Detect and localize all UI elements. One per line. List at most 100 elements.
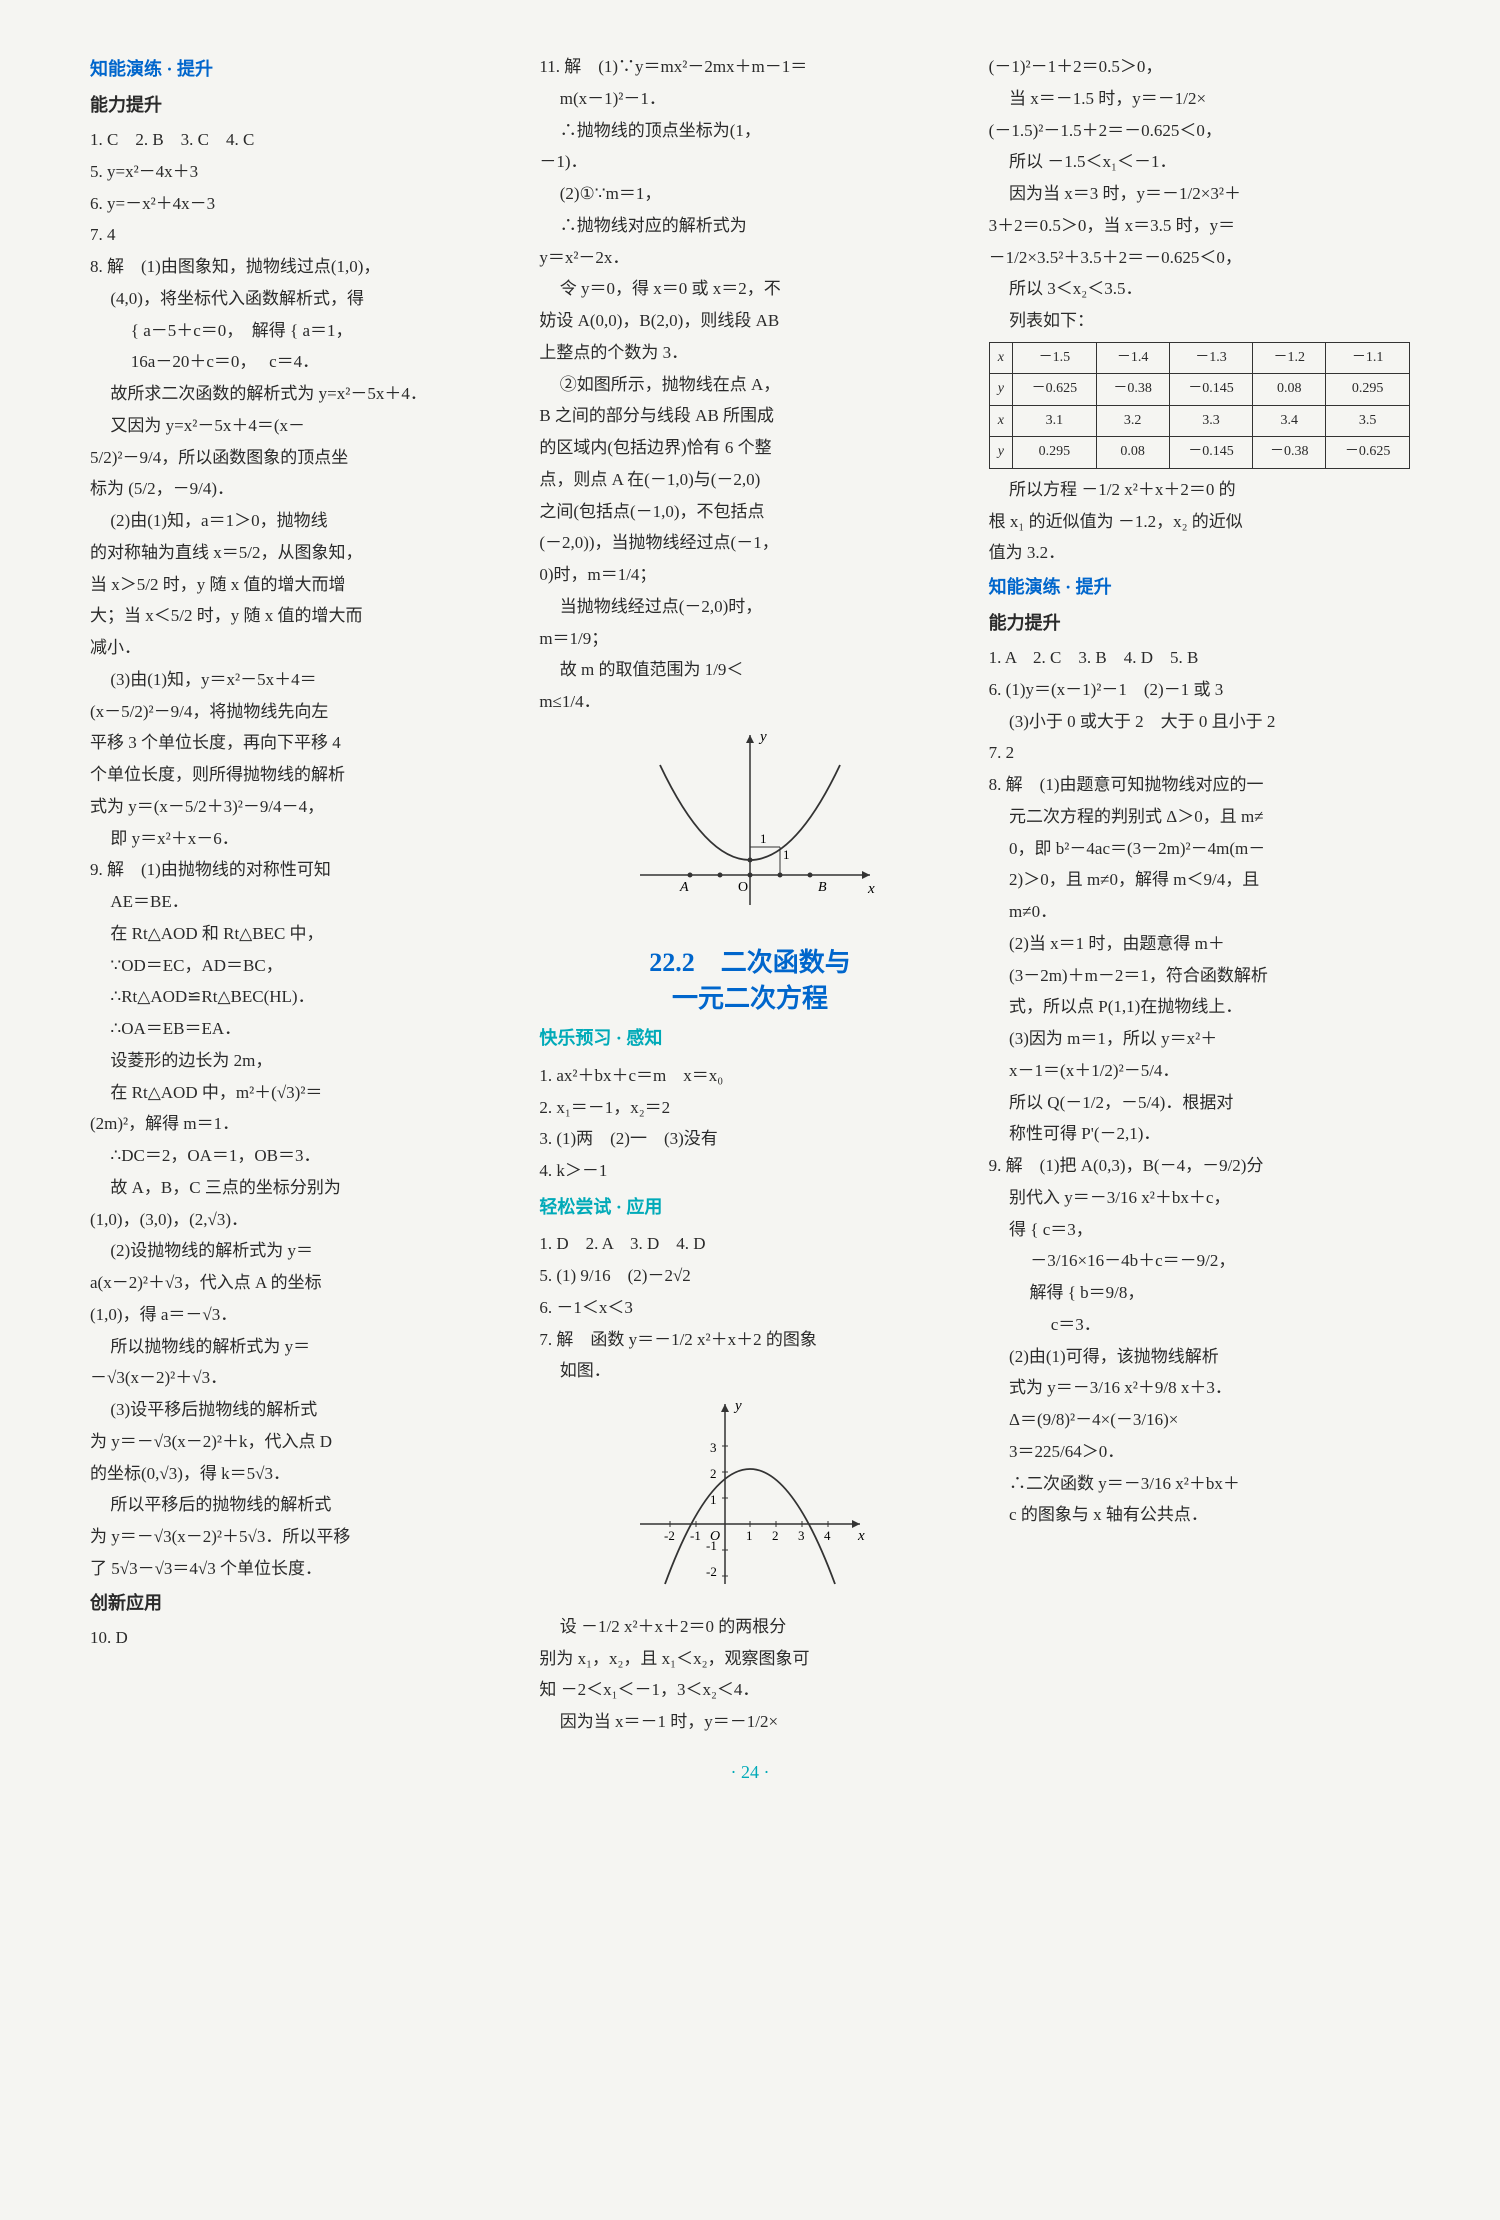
section-title-line1: 22.2 二次函数与: [649, 948, 851, 977]
solution-line: 所以抛物线的解析式为 y＝: [90, 1332, 511, 1362]
table-cell: 3.3: [1169, 405, 1253, 437]
table-cell: －0.145: [1169, 437, 1253, 469]
solution-line: 了 5√3－√3＝4√3 个单位长度．: [90, 1554, 511, 1584]
solution-line: (2)设抛物线的解析式为 y＝: [90, 1236, 511, 1266]
solution-line: (x－5/2)²－9/4，将抛物线先向左: [90, 697, 511, 727]
heading-skill-practice: 知能演练 · 提升: [90, 54, 511, 86]
solution-line: 当抛物线经过点(－2,0)时，: [539, 592, 960, 622]
solution-line: 的区域内(包括边界)恰有 6 个整: [539, 433, 960, 463]
solution-line: 之间(包括点(－1,0)，不包括点: [539, 497, 960, 527]
solution-line: 大；当 x＜5/2 时，y 随 x 值的增大而: [90, 601, 511, 631]
table-cell: 0.295: [1326, 374, 1410, 406]
table-row: x 3.1 3.2 3.3 3.4 3.5: [989, 405, 1409, 437]
solution-line: 点，则点 A 在(－1,0)与(－2,0): [539, 465, 960, 495]
solution-line: (2)当 x＝1 时，由题意得 m＋: [989, 929, 1410, 959]
solution-line: 别为 x₁，x₂，且 x₁＜x₂，观察图象可: [539, 1644, 960, 1674]
table-cell: y: [989, 374, 1012, 406]
answer-line: 3. (1)两 (2)一 (3)没有: [539, 1124, 960, 1154]
solution-line: 3＋2＝0.5＞0，当 x＝3.5 时，y＝: [989, 211, 1410, 241]
solution-line: －1)．: [539, 147, 960, 177]
solution-line: (－1)²－1＋2＝0.5＞0，: [989, 52, 1410, 82]
solution-line: 值为 3.2．: [989, 538, 1410, 568]
solution-line: { a－5＋c＝0， 解得 { a＝1，: [90, 316, 511, 346]
page-container: 知能演练 · 提升 能力提升 1. C 2. B 3. C 4. C 5. y=…: [90, 50, 1410, 1739]
solution-line: 8. 解 (1)由图象知，抛物线过点(1,0)，: [90, 252, 511, 282]
table-cell: －0.625: [1013, 374, 1097, 406]
solution-line: (－1.5)²－1.5＋2＝－0.625＜0，: [989, 116, 1410, 146]
solution-line: 16a－20＋c＝0， c＝4．: [90, 347, 511, 377]
solution-line: 列表如下：: [989, 306, 1410, 336]
solution-line: ∴抛物线对应的解析式为: [539, 211, 960, 241]
svg-text:O: O: [738, 880, 748, 895]
solution-line: 3＝225/64＞0．: [989, 1437, 1410, 1467]
solution-line: 减小．: [90, 633, 511, 663]
heading-skill-practice: 知能演练 · 提升: [989, 572, 1410, 604]
answer-line: 1. C 2. B 3. C 4. C: [90, 125, 511, 155]
table-cell: －1.1: [1326, 342, 1410, 374]
heading-ability: 能力提升: [989, 608, 1410, 640]
heading-try: 轻松尝试 · 应用: [539, 1192, 960, 1224]
solution-line: 在 Rt△AOD 和 Rt△BEC 中，: [90, 919, 511, 949]
answer-line: 6. (1)y＝(x－1)²－1 (2)－1 或 3: [989, 675, 1410, 705]
svg-text:B: B: [818, 880, 827, 895]
column-2: 11. 解 (1)∵y＝mx²－2mx＋m－1＝ m(x－1)²－1． ∴抛物线…: [539, 50, 960, 1739]
solution-line: c 的图象与 x 轴有公共点．: [989, 1500, 1410, 1530]
solution-line: －3/16×16－4b＋c＝－9/2，: [989, 1246, 1410, 1276]
table-cell: 3.2: [1096, 405, 1169, 437]
svg-text:1: 1: [783, 847, 790, 862]
solution-line: 11. 解 (1)∵y＝mx²－2mx＋m－1＝: [539, 52, 960, 82]
table-cell: －1.3: [1169, 342, 1253, 374]
solution-line: 7. 解 函数 y＝－1/2 x²＋x＋2 的图象: [539, 1325, 960, 1355]
solution-line: 令 y＝0，得 x＝0 或 x＝2，不: [539, 274, 960, 304]
solution-line: (2)由(1)知，a＝1＞0，抛物线: [90, 506, 511, 536]
solution-line: 式为 y＝(x－5/2＋3)²－9/4－4，: [90, 792, 511, 822]
svg-text:x: x: [857, 1528, 865, 1544]
solution-line: 2)＞0，且 m≠0，解得 m＜9/4，且: [989, 865, 1410, 895]
solution-line: (3－2m)＋m－2＝1，符合函数解析: [989, 961, 1410, 991]
solution-line: 的坐标(0,√3)，得 k＝5√3．: [90, 1459, 511, 1489]
table-row: y －0.625 －0.38 －0.145 0.08 0.295: [989, 374, 1409, 406]
solution-line: －√3(x－2)²＋√3．: [90, 1363, 511, 1393]
solution-line: 5/2)²－9/4，所以函数图象的顶点坐: [90, 443, 511, 473]
solution-line: B 之间的部分与线段 AB 所围成: [539, 401, 960, 431]
solution-line: (3)因为 m＝1，所以 y＝x²＋: [989, 1024, 1410, 1054]
solution-line: (2)由(1)可得，该抛物线解析: [989, 1342, 1410, 1372]
parabola-graph-2: x y O -2 -1 1 2 3 4 1 2 3 -1 -2: [539, 1394, 960, 1604]
solution-line: 所以 －1.5＜x₁＜－1．: [989, 147, 1410, 177]
table-cell: 3.5: [1326, 405, 1410, 437]
heading-ability: 能力提升: [90, 90, 511, 122]
solution-line: 标为 (5/2，－9/4)．: [90, 474, 511, 504]
solution-line: 所以 3＜x₂＜3.5．: [989, 274, 1410, 304]
solution-line: m≤1/4．: [539, 687, 960, 717]
solution-line: 元二次方程的判别式 Δ＞0，且 m≠: [989, 802, 1410, 832]
solution-line: AE＝BE．: [90, 887, 511, 917]
solution-line: 平移 3 个单位长度，再向下平移 4: [90, 728, 511, 758]
solution-line: ∴二次函数 y＝－3/16 x²＋bx＋: [989, 1469, 1410, 1499]
solution-line: ∴抛物线的顶点坐标为(1，: [539, 116, 960, 146]
solution-line: 即 y＝x²＋x－6．: [90, 824, 511, 854]
answer-line: (3)小于 0 或大于 2 大于 0 且小于 2: [989, 707, 1410, 737]
table-cell: －0.38: [1096, 374, 1169, 406]
solution-line: y＝x²－2x．: [539, 243, 960, 273]
parabola-graph-1: x y O A B 1 1: [539, 725, 960, 925]
solution-line: m(x－1)²－1．: [539, 84, 960, 114]
solution-line: 8. 解 (1)由题意可知抛物线对应的一: [989, 770, 1410, 800]
svg-text:1: 1: [746, 1528, 753, 1543]
solution-line: 上整点的个数为 3．: [539, 338, 960, 368]
svg-text:2: 2: [772, 1528, 779, 1543]
solution-line: 个单位长度，则所得抛物线的解析: [90, 760, 511, 790]
solution-line: (3)设平移后抛物线的解析式: [90, 1395, 511, 1425]
solution-line: 如图．: [539, 1356, 960, 1386]
solution-line: a(x－2)²＋√3，代入点 A 的坐标: [90, 1268, 511, 1298]
solution-line: (1,0)，(3,0)，(2,√3)．: [90, 1205, 511, 1235]
svg-text:3: 3: [710, 1440, 717, 1455]
table-cell: －1.5: [1013, 342, 1097, 374]
table-cell: y: [989, 437, 1012, 469]
solution-line: 称性可得 P'(－2,1)．: [989, 1119, 1410, 1149]
solution-line: (4,0)，将坐标代入函数解析式，得: [90, 284, 511, 314]
svg-text:-1: -1: [690, 1528, 701, 1543]
solution-line: 又因为 y=x²－5x＋4＝(x－: [90, 411, 511, 441]
solution-line: 当 x＞5/2 时，y 随 x 值的增大而增: [90, 570, 511, 600]
solution-line: 知 －2＜x₁＜－1，3＜x₂＜4．: [539, 1675, 960, 1705]
solution-line: 所以 Q(－1/2，－5/4)．根据对: [989, 1088, 1410, 1118]
